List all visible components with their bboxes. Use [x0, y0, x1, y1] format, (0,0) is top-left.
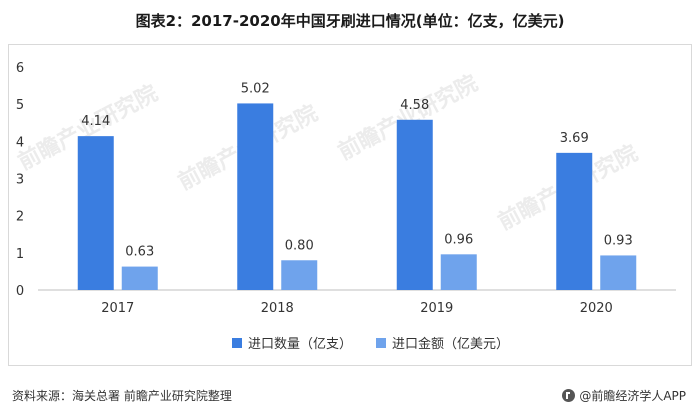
x-tick-label: 2017: [101, 301, 134, 316]
data-label: 0.93: [604, 233, 633, 248]
bar: [556, 152, 593, 290]
x-tick-label: 2019: [420, 301, 453, 316]
legend-swatch: [232, 338, 242, 348]
x-tick-label: 2018: [261, 301, 294, 316]
chart-title: 图表2：2017-2020年中国牙刷进口情况(单位：亿支，亿美元): [135, 12, 565, 30]
legend-label: 进口金额（亿美元）: [392, 336, 509, 352]
legend-label: 进口数量（亿支）: [248, 337, 352, 352]
y-tick-label: 3: [16, 173, 24, 188]
data-label: 4.14: [81, 114, 110, 129]
y-tick-label: 1: [16, 247, 24, 262]
brand-logo-icon: [562, 389, 576, 402]
data-label: 3.69: [560, 131, 589, 146]
y-tick-label: 4: [16, 135, 24, 150]
y-tick-label: 0: [16, 284, 24, 299]
bar: [281, 260, 318, 290]
bar: [600, 255, 637, 290]
legend-swatch: [376, 338, 386, 348]
y-tick-label: 2: [16, 210, 24, 225]
chart-frame: [8, 44, 692, 366]
data-label: 0.80: [285, 238, 314, 253]
data-label: 0.63: [125, 245, 154, 260]
bar: [396, 119, 433, 290]
data-label: 0.96: [444, 232, 473, 247]
data-label: 4.58: [400, 98, 429, 113]
source-note: 资料来源：海关总署 前瞻产业研究院整理: [12, 389, 232, 403]
brand-footer: @前瞻经济学人APP: [562, 387, 686, 404]
bar: [121, 266, 158, 290]
y-tick-label: 6: [16, 61, 24, 76]
bar: [440, 254, 477, 290]
bar: [237, 103, 274, 290]
data-label: 5.02: [241, 81, 270, 96]
x-tick-label: 2020: [580, 301, 613, 316]
brand-label: @前瞻经济学人APP: [579, 389, 686, 403]
bar: [77, 136, 114, 290]
y-tick-label: 5: [16, 98, 24, 113]
